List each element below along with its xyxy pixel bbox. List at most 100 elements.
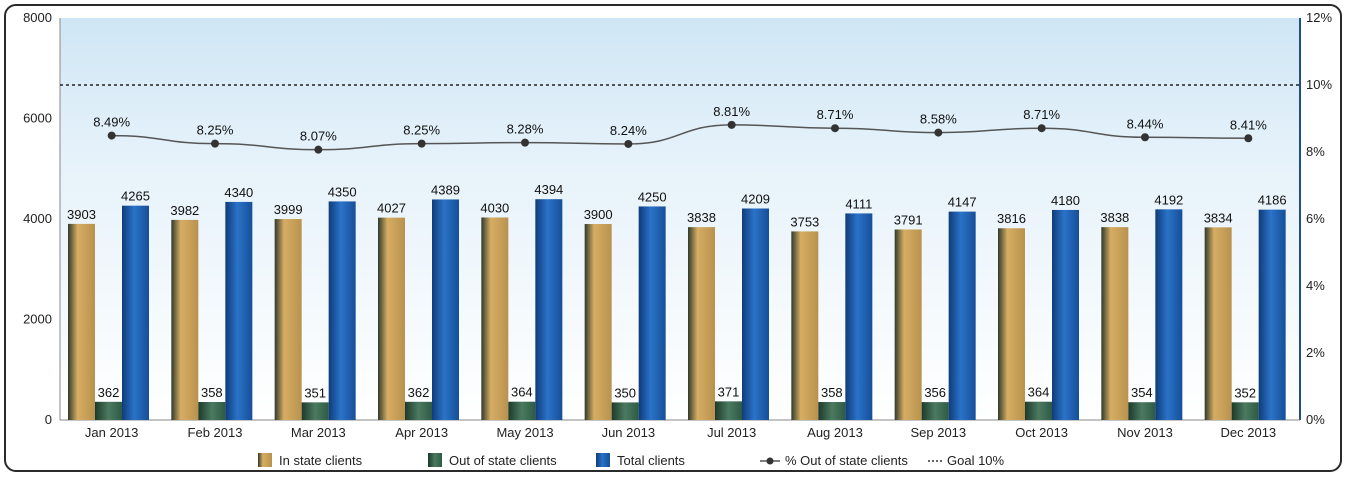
legend-pct-marker xyxy=(766,457,774,465)
bar-total xyxy=(638,206,666,420)
y-left-tick-label: 0 xyxy=(45,412,52,427)
pct-point xyxy=(521,138,529,147)
bar-out-state xyxy=(198,402,226,420)
pct-point xyxy=(1244,134,1253,143)
bar-in-state-value-label: 3816 xyxy=(997,211,1026,226)
legend-label-goal: Goal 10% xyxy=(947,453,1005,468)
y-right-tick-label: 8% xyxy=(1306,144,1325,159)
bar-out-state-value-label: 351 xyxy=(304,385,326,400)
bar-in-state-value-label: 3999 xyxy=(274,202,303,217)
y-right-tick-label: 12% xyxy=(1306,10,1332,25)
x-tick-label: Aug 2013 xyxy=(807,425,863,440)
bar-total-value-label: 4209 xyxy=(741,191,770,206)
y-right-tick-label: 4% xyxy=(1306,278,1325,293)
bar-out-state-value-label: 362 xyxy=(408,385,430,400)
bar-total-value-label: 4389 xyxy=(431,182,460,197)
pct-point xyxy=(314,145,323,154)
bar-out-state-value-label: 362 xyxy=(98,385,120,400)
pct-point-label: 8.81% xyxy=(713,104,750,119)
bar-out-state-value-label: 364 xyxy=(511,385,533,400)
bar-total xyxy=(845,213,873,420)
bar-in-state xyxy=(481,217,509,420)
bar-in-state xyxy=(1204,227,1232,420)
bar-total-value-label: 4250 xyxy=(638,189,667,204)
bar-total xyxy=(1155,209,1183,420)
bar-out-state-value-label: 356 xyxy=(924,385,946,400)
bar-out-state-value-label: 352 xyxy=(1234,385,1256,400)
x-tick-label: Dec 2013 xyxy=(1221,425,1277,440)
pct-out-state-line xyxy=(111,124,1249,151)
legend-label-in-state: In state clients xyxy=(279,453,363,468)
bar-in-state-value-label: 3982 xyxy=(170,203,199,218)
pct-point-label: 8.58% xyxy=(920,112,957,127)
y-right-tick-label: 2% xyxy=(1306,345,1325,360)
legend-swatch-out-state xyxy=(428,453,442,467)
bar-out-state xyxy=(1025,401,1052,420)
bar-out-state xyxy=(921,402,949,420)
bar-total-value-label: 4394 xyxy=(534,182,563,197)
bar-in-state xyxy=(171,219,199,420)
pct-point-label: 8.71% xyxy=(817,107,854,122)
x-tick-label: Mar 2013 xyxy=(291,425,346,440)
legend-label-out-state: Out of state clients xyxy=(449,453,557,468)
x-tick-label: Jul 2013 xyxy=(707,425,756,440)
x-tick-label: Jan 2013 xyxy=(85,425,139,440)
bar-out-state xyxy=(95,401,122,420)
bar-total xyxy=(535,199,563,420)
x-tick-label: Sep 2013 xyxy=(910,425,966,440)
pct-point xyxy=(1037,124,1046,133)
y-left-tick-label: 2000 xyxy=(23,312,52,327)
pct-point-label: 8.25% xyxy=(197,123,234,138)
bar-in-state xyxy=(1101,227,1129,420)
bar-total-value-label: 4340 xyxy=(224,185,253,200)
bar-total-value-label: 4147 xyxy=(948,195,977,210)
bar-total xyxy=(328,201,356,420)
x-tick-label: Apr 2013 xyxy=(395,425,448,440)
bar-out-state-value-label: 364 xyxy=(1028,385,1050,400)
bar-in-state-value-label: 4030 xyxy=(480,200,509,215)
x-tick-label: Oct 2013 xyxy=(1015,425,1068,440)
pct-point-label: 8.28% xyxy=(507,122,544,137)
x-tick-label: May 2013 xyxy=(496,425,553,440)
bar-out-state-value-label: 350 xyxy=(614,385,636,400)
bar-total-value-label: 4180 xyxy=(1051,193,1080,208)
bar-in-state xyxy=(998,228,1025,420)
bar-out-state xyxy=(611,402,639,420)
legend-label-pct: % Out of state clients xyxy=(785,453,908,468)
pct-point xyxy=(211,139,219,148)
pct-point xyxy=(624,139,633,148)
bar-in-state-value-label: 4027 xyxy=(377,201,406,216)
bar-total xyxy=(225,201,253,420)
pct-point xyxy=(1141,133,1149,142)
bar-in-state xyxy=(378,217,405,420)
bar-in-state xyxy=(274,219,302,420)
bar-out-state-value-label: 354 xyxy=(1131,385,1153,400)
bar-in-state-value-label: 3834 xyxy=(1204,210,1233,225)
bar-total xyxy=(1052,209,1079,420)
bar-total-value-label: 4186 xyxy=(1258,193,1287,208)
bar-in-state xyxy=(791,231,819,420)
y-right-tick-label: 10% xyxy=(1306,77,1332,92)
pct-point-label: 8.24% xyxy=(610,123,647,138)
x-tick-label: Jun 2013 xyxy=(602,425,656,440)
pct-point-label: 8.25% xyxy=(403,123,440,138)
pct-point-label: 8.44% xyxy=(1127,116,1164,131)
bar-out-state-value-label: 358 xyxy=(201,385,223,400)
bar-in-state xyxy=(688,227,715,420)
bar-total xyxy=(1258,209,1286,420)
pct-point xyxy=(417,139,426,148)
bar-in-state-value-label: 3838 xyxy=(1100,210,1129,225)
pct-point xyxy=(831,124,839,133)
bar-total-value-label: 4350 xyxy=(328,184,357,199)
bar-in-state xyxy=(584,224,612,420)
bar-out-state xyxy=(715,401,742,420)
legend: In state clients Out of state clients To… xyxy=(258,453,1005,468)
legend-swatch-in-state xyxy=(258,453,272,467)
y-left-tick-label: 6000 xyxy=(23,111,52,126)
bar-total xyxy=(432,199,459,420)
pct-point xyxy=(934,128,943,137)
pct-point-label: 8.07% xyxy=(300,129,337,144)
bar-total-value-label: 4265 xyxy=(121,189,150,204)
y-left-tick-label: 8000 xyxy=(23,10,52,25)
bar-in-state-value-label: 3900 xyxy=(584,207,613,222)
